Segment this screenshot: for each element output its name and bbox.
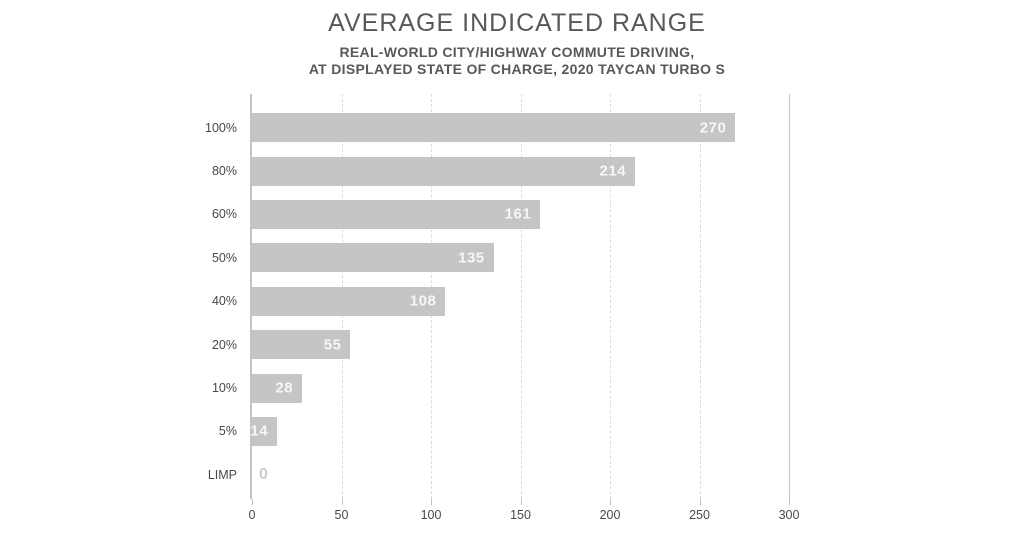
x-axis-tick-300: [789, 499, 790, 505]
bar: 135: [252, 243, 494, 273]
y-axis-label: 60%: [211, 207, 237, 222]
y-axis-label: 10%: [211, 381, 237, 396]
bar-value-label: 55: [323, 336, 342, 354]
bar: 55: [252, 330, 351, 360]
x-axis-tick-label-300: 300: [778, 508, 800, 522]
y-axis-label: 20%: [211, 337, 237, 352]
bar-row-100pct: 100% 270: [205, 106, 789, 149]
bar: 14: [250, 416, 278, 446]
gridline-200: [610, 94, 611, 499]
bar-row-20pct: 20% 55: [212, 323, 789, 366]
bar-value-label-zero: 0: [259, 465, 268, 483]
y-axis-line: [250, 94, 252, 499]
x-axis-tick-100: [431, 499, 432, 505]
y-axis-label: 100%: [205, 120, 237, 135]
bar-value-label: 108: [409, 292, 437, 310]
y-axis-label: 80%: [211, 164, 237, 179]
gridline-150: [520, 94, 522, 499]
x-axis-tick-0: [252, 499, 253, 505]
y-axis-label: 40%: [211, 294, 237, 309]
x-axis-tick-label-200: 200: [599, 508, 621, 522]
chart-subtitle: REAL-WORLD CITY/HIGHWAY COMMUTE DRIVING,…: [0, 44, 1024, 78]
bar-row-60pct: 60% 161: [212, 193, 789, 236]
bar-value-label: 161: [504, 205, 532, 223]
x-axis-tick-label-100: 100: [420, 508, 442, 522]
plot-area: 0 50 100 150 200 250 300 100% 270 80% 214 60% 161 50%…: [205, 94, 799, 522]
bar-row-50pct: 50% 135: [212, 236, 789, 279]
x-axis-tick-label-150: 150: [510, 508, 531, 522]
x-axis-tick-label-50: 50: [334, 508, 349, 522]
gridline-300: [789, 94, 790, 499]
bar: 28: [252, 373, 303, 403]
bar-row-40pct: 40% 108: [212, 280, 789, 323]
x-axis-tick-150: [520, 499, 522, 505]
x-axis-tick-50: [341, 499, 343, 505]
bar-row-80pct: 80% 214: [212, 149, 789, 192]
chart-subtitle-line1: REAL-WORLD CITY/HIGHWAY COMMUTE DRIVING,: [339, 44, 695, 60]
bar-row-5pct: 5% 14: [219, 410, 789, 453]
chart-subtitle-line2: AT DISPLAYED STATE OF CHARGE, 2020 TAYCA…: [308, 61, 726, 77]
x-axis-tick-label-0: 0: [248, 508, 256, 522]
x-axis-tick-label-250: 250: [689, 508, 710, 522]
chart-title: AVERAGE INDICATED RANGE: [328, 9, 706, 37]
y-axis-label: 5%: [218, 424, 237, 439]
x-axis-tick-200: [610, 499, 611, 505]
bar: 161: [252, 199, 541, 229]
bar-value-label: 28: [275, 379, 294, 397]
bar: 214: [252, 156, 636, 186]
chart-header: AVERAGE INDICATED RANGE REAL-WORLD CITY/…: [0, 9, 1024, 78]
bar-value-label: 14: [250, 422, 269, 440]
bar-value-label: 135: [458, 249, 485, 267]
bar-value-label: 270: [699, 119, 727, 137]
bar-row-10pct: 10% 28: [212, 366, 789, 409]
bar: 270: [252, 113, 736, 143]
bar-row-limp: LIMP 0: [208, 453, 789, 496]
bar: 108: [252, 286, 446, 316]
y-axis-label: 50%: [211, 250, 237, 265]
bar-value-label: 214: [599, 162, 627, 180]
y-axis-label: LIMP: [207, 467, 237, 482]
x-axis-tick-250: [699, 499, 701, 505]
gridline-250: [699, 94, 701, 499]
